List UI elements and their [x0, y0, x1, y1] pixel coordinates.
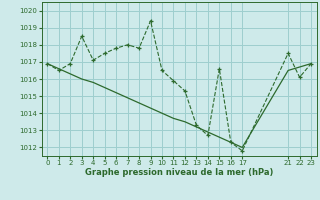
X-axis label: Graphe pression niveau de la mer (hPa): Graphe pression niveau de la mer (hPa): [85, 168, 273, 177]
